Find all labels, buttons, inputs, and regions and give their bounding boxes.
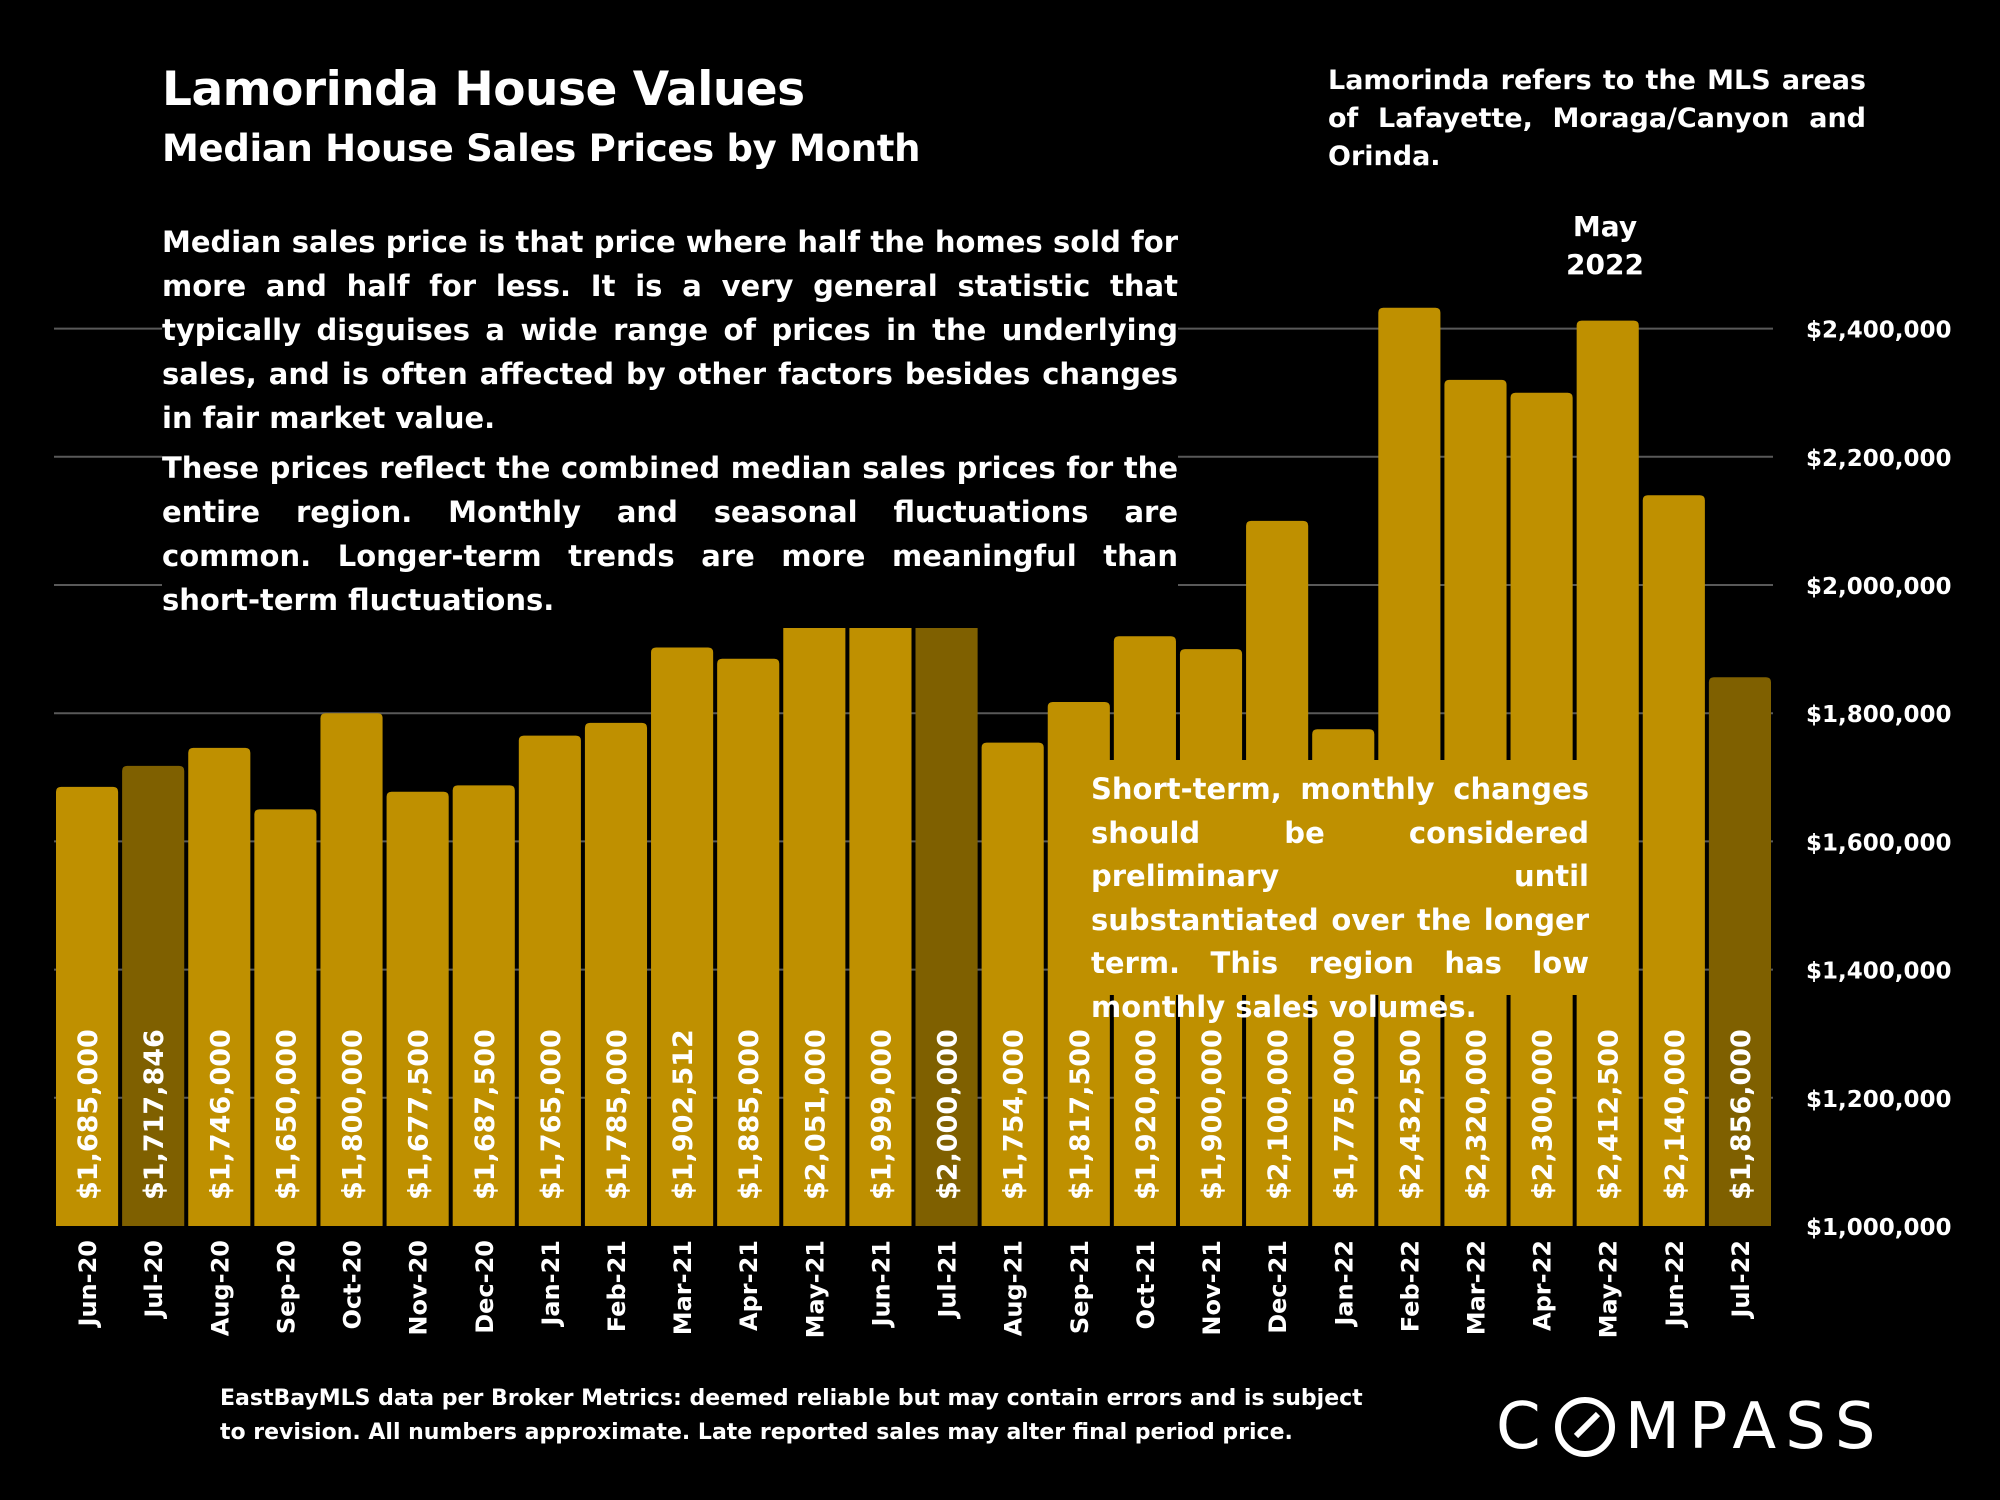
bar-value-label: $1,817,500: [1065, 1029, 1096, 1200]
bar-feb-21: [584, 722, 648, 1226]
bar-mar-21: [651, 647, 714, 1226]
bar-value-label: $1,746,000: [205, 1029, 236, 1200]
bar-aug-21: [981, 742, 1044, 1226]
bar-value-label: $1,800,000: [338, 1029, 369, 1200]
bar-jul-20: [122, 765, 185, 1226]
callout-box: Short-term, monthly changes should be co…: [1075, 760, 1605, 1024]
x-tick-label: Dec-20: [471, 1240, 499, 1334]
x-tick-label: Oct-20: [339, 1240, 367, 1329]
bar-value-label: $1,754,000: [999, 1029, 1030, 1200]
y-axis-tick-labels: $1,000,000 $1,200,000 $1,400,000 $1,600,000…: [1806, 318, 1952, 1241]
bar-value-label: $2,412,500: [1594, 1029, 1625, 1200]
x-tick-label: Jul-20: [140, 1240, 168, 1320]
x-tick-label: Feb-21: [603, 1240, 631, 1332]
x-tick-label: Dec-21: [1264, 1240, 1292, 1334]
bar-nov-20: [386, 791, 449, 1226]
x-tick-label: Jun-22: [1661, 1240, 1689, 1328]
x-tick-label: Jul-21: [934, 1240, 962, 1320]
bar-value-label: $2,051,000: [800, 1029, 831, 1200]
x-tick-label: Nov-21: [1198, 1240, 1226, 1336]
footnote-line-1: EastBayMLS data per Broker Metrics: deem…: [220, 1386, 1363, 1411]
intro-paragraph-1: Median sales price is that price where h…: [162, 225, 1178, 435]
bar-jan-21: [518, 735, 581, 1226]
bar-value-label: $2,320,000: [1461, 1029, 1492, 1200]
y-tick-label: $1,200,000: [1806, 1087, 1952, 1113]
bar-value-label: $1,687,500: [470, 1029, 501, 1200]
peak-annotation: May 2022: [1540, 208, 1670, 284]
bar-jun-22: [1642, 495, 1705, 1226]
bar-jul-21: [915, 585, 978, 1226]
peak-annotation-year: 2022: [1566, 248, 1644, 281]
compass-logo: C MPASS: [1496, 1390, 1884, 1464]
bar-value-label: $1,856,000: [1726, 1029, 1757, 1200]
y-tick-label: $1,400,000: [1806, 959, 1952, 985]
bar-value-label: $1,765,000: [536, 1029, 567, 1200]
chart-subtitle: Median House Sales Prices by Month: [162, 127, 921, 170]
bar-value-label: $2,100,000: [1263, 1029, 1294, 1200]
bar-dec-20: [452, 785, 515, 1226]
bar-oct-20: [320, 713, 383, 1226]
region-note: Lamorinda refers to the MLS areas of Laf…: [1328, 65, 1866, 172]
bar-value-label: $2,140,000: [1660, 1029, 1691, 1200]
y-tick-label: $1,600,000: [1806, 830, 1952, 856]
bar-value-label: $1,717,846: [139, 1029, 170, 1200]
bar-value-label: $1,775,000: [1329, 1029, 1360, 1200]
bar-value-labels: $1,685,000 $1,717,846 $1,746,000 $1,650,000…: [73, 1029, 1757, 1200]
x-tick-label: Jul-22: [1727, 1240, 1755, 1320]
x-tick-label: Jan-21: [537, 1240, 565, 1328]
x-tick-label: Sep-21: [1066, 1240, 1094, 1334]
bar-value-label: $2,000,000: [933, 1029, 964, 1200]
intro-paragraph-2: These prices reflect the combined median…: [162, 451, 1178, 617]
chart-title: Lamorinda House Values: [162, 62, 805, 117]
x-tick-label: Apr-21: [735, 1240, 763, 1331]
logo-text-start: C: [1496, 1390, 1550, 1464]
logo-text-end: MPASS: [1624, 1390, 1885, 1464]
x-tick-label: Aug-21: [1000, 1240, 1028, 1336]
bar-value-label: $1,885,000: [734, 1029, 765, 1200]
bar-value-label: $1,900,000: [1197, 1029, 1228, 1200]
compass-o-icon: [1554, 1397, 1615, 1457]
x-tick-label: Mar-21: [669, 1240, 697, 1335]
x-tick-label: Jun-20: [74, 1240, 102, 1328]
bar-value-label: $1,650,000: [271, 1029, 302, 1200]
bar-value-label: $2,300,000: [1528, 1029, 1559, 1200]
x-tick-label: Mar-22: [1462, 1240, 1490, 1335]
y-tick-label: $2,000,000: [1806, 574, 1952, 600]
peak-annotation-month: May: [1572, 210, 1638, 243]
bar-value-label: $1,785,000: [602, 1029, 633, 1200]
x-tick-label: Aug-20: [206, 1240, 234, 1336]
bar-value-label: $1,685,000: [73, 1029, 104, 1200]
footnote-line-2: to revision. All numbers approximate. La…: [220, 1420, 1293, 1445]
bar-jun-20: [56, 786, 119, 1226]
x-tick-label: Jan-22: [1330, 1240, 1358, 1328]
bar-may-21: [783, 552, 846, 1226]
y-tick-label: $1,000,000: [1806, 1215, 1952, 1241]
bar-value-label: $1,677,500: [404, 1029, 435, 1200]
x-tick-label: Oct-21: [1132, 1240, 1160, 1329]
intro-text: Median sales price is that price where h…: [162, 220, 1178, 628]
bar-jun-21: [849, 585, 912, 1226]
callout-text: Short-term, monthly changes should be co…: [1091, 772, 1589, 1024]
bar-apr-21: [717, 658, 780, 1226]
bar-value-label: $2,432,500: [1395, 1029, 1426, 1200]
bar-aug-20: [188, 747, 251, 1226]
y-tick-label: $2,200,000: [1806, 446, 1952, 472]
x-tick-label: Sep-20: [272, 1240, 300, 1334]
bar-value-label: $1,920,000: [1131, 1029, 1162, 1200]
x-tick-label: Apr-22: [1529, 1240, 1557, 1331]
x-tick-label: May-22: [1595, 1240, 1623, 1338]
bar-sep-20: [254, 809, 317, 1226]
x-tick-label: Feb-22: [1396, 1240, 1424, 1332]
y-tick-label: $1,800,000: [1806, 702, 1952, 728]
x-tick-label: Jun-21: [867, 1240, 895, 1328]
x-tick-label: Nov-20: [405, 1240, 433, 1336]
y-tick-label: $2,400,000: [1806, 318, 1952, 344]
bar-jul-22: [1708, 677, 1771, 1226]
bar-value-label: $1,902,512: [668, 1029, 699, 1200]
x-tick-label: May-21: [801, 1240, 829, 1338]
x-axis-tick-labels: Jun-20 Jul-20 Aug-20 Sep-20 Oct-20 Nov-20 Dec-…: [74, 1240, 1755, 1338]
bar-may-22: [1576, 320, 1639, 1226]
source-footnote: EastBayMLS data per Broker Metrics: deem…: [220, 1382, 1380, 1450]
bar-value-label: $1,999,000: [866, 1029, 897, 1200]
